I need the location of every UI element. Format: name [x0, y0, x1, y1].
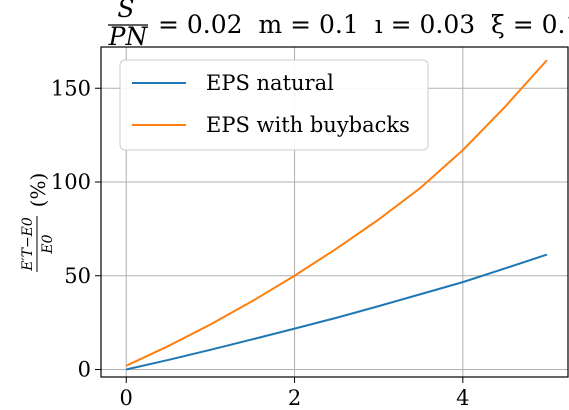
y-tick-label: 150 [51, 76, 91, 100]
title-rest: = 0.02 m = 0.1 ı = 0.03 ξ = 0.1 [158, 10, 569, 39]
y-tick-label: 0 [78, 358, 91, 382]
title-fraction-denominator: PN [108, 22, 149, 51]
legend-box [119, 59, 429, 151]
y-tick-label: 100 [51, 170, 91, 194]
x-tick-label: 2 [288, 386, 301, 410]
x-tick-label: 0 [120, 386, 133, 410]
series-line-eps-natural [126, 253, 548, 371]
legend-label-eps-natural: EPS natural [206, 71, 334, 95]
x-tick-label: 4 [456, 386, 469, 410]
title-fraction-numerator: S [117, 0, 134, 23]
series-group [125, 59, 548, 371]
legend-label-eps-with-buybacks: EPS with buybacks [206, 113, 410, 137]
ylabel-unit: (%) [26, 173, 50, 208]
axes-frame [100, 46, 569, 378]
legend: EPS natural EPS with buybacks [119, 59, 429, 151]
y-axis-label: E′T−E0 E0 (%) [20, 173, 56, 272]
series-line-eps-with-buybacks [125, 59, 548, 367]
x-axis: 0 2 4 [120, 377, 470, 410]
ylabel-fraction-denominator: E0 [40, 234, 56, 254]
y-axis: 0 50 100 150 [51, 76, 101, 382]
chart-title: S PN = 0.02 m = 0.1 ı = 0.03 ξ = 0.1 [108, 0, 569, 51]
ylabel-fraction-numerator: E′T−E0 [20, 217, 36, 272]
y-tick-label: 50 [64, 264, 91, 288]
